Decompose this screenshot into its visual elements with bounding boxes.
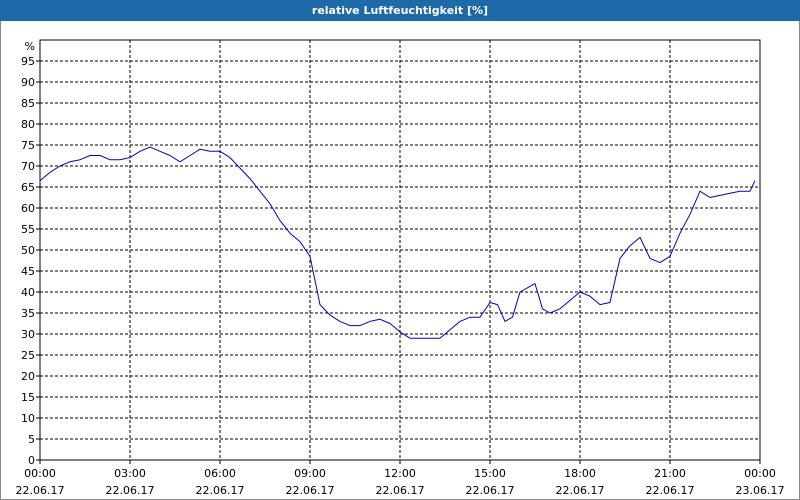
y-tick-label: 90 [21,76,35,89]
y-tick-label: 55 [21,223,35,236]
x-tick-time-label: 09:00 [294,467,326,480]
x-tick-date-label: 22.06.17 [646,484,695,497]
x-tick-time-label: 21:00 [654,467,686,480]
plot-frame [39,39,761,461]
x-tick-date-label: 22.06.17 [556,484,605,497]
y-tick-label: 35 [21,307,35,320]
x-tick-date-label: 22.06.17 [16,484,65,497]
x-tick-date-label: 22.06.17 [286,484,335,497]
y-tick-label: 50 [21,244,35,257]
y-tick-label: 80 [21,118,35,131]
y-tick-label: 45 [21,265,35,278]
y-tick-label: 65 [21,181,35,194]
x-tick-time-label: 12:00 [384,467,416,480]
y-tick-label: 75 [21,139,35,152]
y-axis-unit-label: % [25,40,35,53]
y-tick-label: 30 [21,328,35,341]
y-tick-label: 20 [21,370,35,383]
x-tick-date-label: 22.06.17 [466,484,515,497]
x-tick-date-label: 22.06.17 [376,484,425,497]
y-tick-label: 15 [21,391,35,404]
y-tick-label: 5 [28,433,35,446]
y-tick-label: 60 [21,202,35,215]
y-tick-label: 70 [21,160,35,173]
y-tick-label: 95 [21,55,35,68]
y-tick-label: 25 [21,349,35,362]
x-tick-date-label: 22.06.17 [196,484,245,497]
x-tick-time-label: 00:00 [24,467,56,480]
humidity-series-line [39,146,756,339]
y-tick-label: 40 [21,286,35,299]
y-tick-label: 0 [28,454,35,467]
x-tick-date-label: 23.06.17 [736,484,785,497]
x-tick-time-label: 03:00 [114,467,146,480]
x-tick-date-label: 22.06.17 [106,484,155,497]
y-tick-label: 10 [21,412,35,425]
y-tick-label: 85 [21,97,35,110]
x-tick-time-label: 15:00 [474,467,506,480]
x-tick-time-label: 00:00 [744,467,776,480]
x-tick-time-label: 18:00 [564,467,596,480]
chart-title: relative Luftfeuchtigkeit [%] [0,0,800,21]
x-tick-time-label: 06:00 [204,467,236,480]
